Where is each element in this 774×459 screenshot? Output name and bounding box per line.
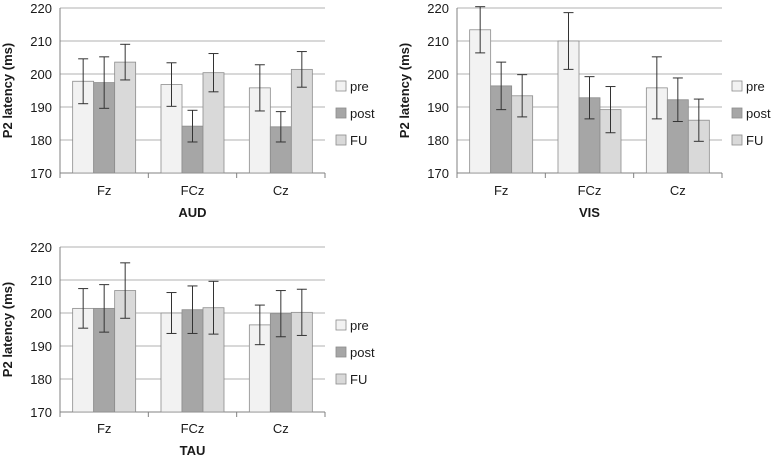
y-tick-label: 210 bbox=[30, 34, 52, 49]
y-axis-label: P2 latency (ms) bbox=[0, 43, 15, 138]
y-tick-label: 170 bbox=[30, 166, 52, 181]
legend-label-pre: pre bbox=[350, 79, 369, 94]
legend-label-post: post bbox=[746, 106, 771, 121]
y-tick-label: 200 bbox=[30, 306, 52, 321]
legend-swatch-pre bbox=[335, 80, 347, 92]
legend-swatch-fu bbox=[335, 134, 347, 146]
y-tick-label: 180 bbox=[427, 133, 449, 148]
chart-panel-vis: 170 180 190 200 210 220 Fz FCz Cz VIS P2 latency (… bbox=[397, 1, 771, 220]
y-tick-label: 210 bbox=[427, 34, 449, 49]
y-tick-label: 190 bbox=[30, 339, 52, 354]
y-tick-label: 200 bbox=[427, 67, 449, 82]
category-label: Fz bbox=[97, 421, 111, 436]
legend-swatch-pre bbox=[731, 80, 743, 92]
legend-swatch-fu bbox=[731, 134, 743, 146]
y-axis-label: P2 latency (ms) bbox=[0, 282, 15, 377]
legend-label-fu: FU bbox=[350, 133, 367, 148]
legend-label-fu: FU bbox=[350, 372, 367, 387]
y-tick-label: 190 bbox=[427, 100, 449, 115]
legend-label-fu: FU bbox=[746, 133, 763, 148]
category-label: FCz bbox=[181, 183, 205, 198]
chart-title: TAU bbox=[180, 443, 206, 458]
category-label: Cz bbox=[273, 421, 289, 436]
y-tick-label: 180 bbox=[30, 372, 52, 387]
category-label: Fz bbox=[97, 183, 111, 198]
y-tick-label: 220 bbox=[30, 1, 52, 16]
y-tick-label: 170 bbox=[30, 405, 52, 420]
legend-swatch-post bbox=[335, 346, 347, 358]
y-tick-label: 220 bbox=[30, 240, 52, 255]
chart-title: VIS bbox=[579, 205, 600, 220]
y-tick-label: 210 bbox=[30, 273, 52, 288]
category-label: FCz bbox=[578, 183, 602, 198]
y-tick-label: 170 bbox=[427, 166, 449, 181]
y-tick-label: 220 bbox=[427, 1, 449, 16]
legend-label-pre: pre bbox=[350, 318, 369, 333]
legend-swatch-post bbox=[731, 107, 743, 119]
legend-swatch-pre bbox=[335, 319, 347, 331]
y-tick-label: 180 bbox=[30, 133, 52, 148]
legend-label-post: post bbox=[350, 106, 375, 121]
legend-label-pre: pre bbox=[746, 79, 765, 94]
category-label: Cz bbox=[670, 183, 686, 198]
chart-panel-aud: 170 180 190 200 210 220 Fz FCz Cz AUD P2 latency (… bbox=[0, 1, 375, 220]
category-label: Fz bbox=[494, 183, 508, 198]
legend-swatch-fu bbox=[335, 373, 347, 385]
chart-panel-tau: 170 180 190 200 210 220 Fz FCz Cz TAU P2 latency (… bbox=[0, 240, 375, 458]
category-label: FCz bbox=[181, 421, 205, 436]
y-tick-label: 200 bbox=[30, 67, 52, 82]
category-label: Cz bbox=[273, 183, 289, 198]
legend-label-post: post bbox=[350, 345, 375, 360]
y-tick-label: 190 bbox=[30, 100, 52, 115]
legend-swatch-post bbox=[335, 107, 347, 119]
chart-title: AUD bbox=[178, 205, 206, 220]
y-axis-label: P2 latency (ms) bbox=[397, 43, 412, 138]
